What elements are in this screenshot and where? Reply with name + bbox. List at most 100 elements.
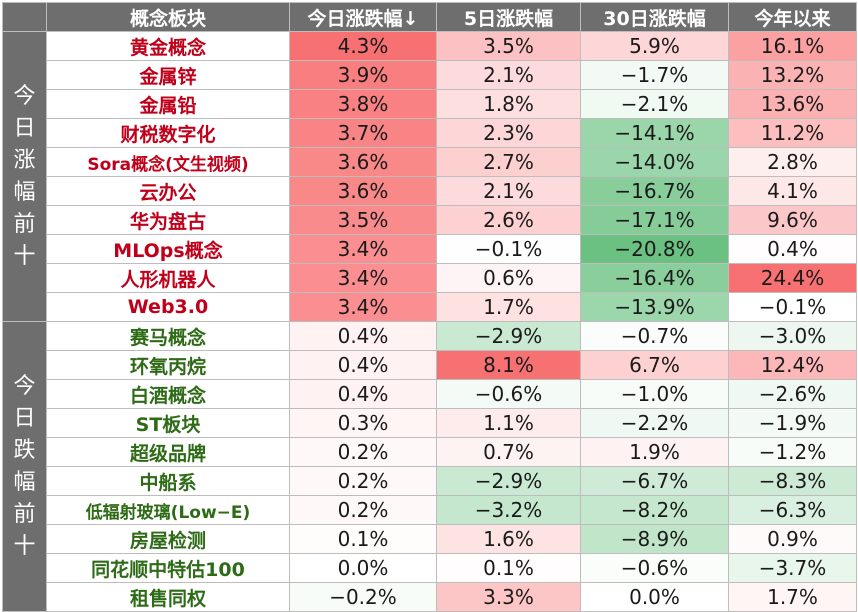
30day-change-cell: −2.1%	[580, 89, 729, 119]
group-label-char: 跌	[13, 437, 36, 463]
sector-name-cell[interactable]: 超级品牌	[46, 437, 290, 467]
sector-name-cell[interactable]: 租售同权	[46, 582, 290, 612]
ytd-change-cell: −1.9%	[728, 408, 857, 438]
ytd-change-cell: 9.6%	[728, 205, 857, 235]
30day-change-cell: −16.7%	[580, 176, 729, 206]
table-row[interactable]: 华为盘古 3.5% 2.6% −17.1% 9.6%	[3, 205, 857, 235]
ytd-change-cell: 11.2%	[728, 118, 857, 148]
ytd-change-cell: −3.7%	[728, 553, 857, 583]
sector-name-cell[interactable]: 白酒概念	[46, 379, 290, 409]
group-label-char: 十	[13, 533, 36, 559]
ytd-change-cell: 13.6%	[728, 89, 857, 119]
table-row[interactable]: 白酒概念 0.4% −0.6% −1.0% −2.6%	[3, 379, 857, 409]
sector-name-cell[interactable]: 环氧丙烷	[46, 350, 290, 380]
sector-name-cell[interactable]: 金属铅	[46, 89, 290, 119]
ytd-change-cell: −1.2%	[728, 437, 857, 467]
30day-change-cell: −20.8%	[580, 234, 729, 264]
group-label-char: 今	[13, 83, 36, 109]
table-row[interactable]: MLOps概念 3.4% −0.1% −20.8% 0.4%	[3, 234, 857, 264]
5day-change-cell: 2.7%	[436, 147, 581, 177]
30day-change-cell: −0.6%	[580, 553, 729, 583]
table-row[interactable]: 金属锌 3.9% 2.1% −1.7% 13.2%	[3, 60, 857, 90]
table-row[interactable]: 同花顺中特估100 0.0% 0.1% −0.6% −3.7%	[3, 553, 857, 583]
5day-change-cell: 0.7%	[436, 437, 581, 467]
sector-name-cell[interactable]: Sora概念(文生视频)	[46, 147, 290, 177]
table-row[interactable]: 今日涨幅前十黄金概念 4.3% 3.5% 5.9% 16.1%	[2, 31, 857, 322]
ytd-change-cell: 0.9%	[728, 524, 857, 554]
30day-change-cell: 0.0%	[580, 582, 729, 612]
ytd-change-cell: −2.6%	[728, 379, 857, 409]
sector-name-cell[interactable]: 房屋检测	[46, 524, 290, 554]
sector-name-cell[interactable]: 人形机器人	[46, 263, 290, 293]
5day-change-cell: 3.5%	[436, 31, 581, 61]
header-5day-change[interactable]: 5日涨跌幅	[436, 2, 581, 32]
today-change-cell: 0.0%	[289, 553, 437, 583]
ytd-change-cell: −8.3%	[728, 466, 857, 496]
sector-name-cell[interactable]: 黄金概念	[46, 31, 290, 61]
5day-change-cell: 0.1%	[436, 553, 581, 583]
today-change-cell: 3.8%	[289, 89, 437, 119]
sector-name-cell[interactable]: 赛马概念	[46, 321, 290, 351]
sector-name-cell[interactable]: 华为盘古	[46, 205, 290, 235]
table-row[interactable]: 今日跌幅前十赛马概念 0.4% −2.9% −0.7% −3.0%	[2, 321, 857, 612]
table-row[interactable]: 低辐射玻璃(Low−E) 0.2% −3.2% −8.2% −6.3%	[3, 495, 857, 525]
5day-change-cell: 2.1%	[436, 60, 581, 90]
table-row[interactable]: 财税数字化 3.7% 2.3% −14.1% 11.2%	[3, 118, 857, 148]
sector-name-cell[interactable]: 同花顺中特估100	[46, 553, 290, 583]
30day-change-cell: −13.9%	[580, 292, 729, 322]
5day-change-cell: 8.1%	[436, 350, 581, 380]
table-row[interactable]: 房屋检测 0.1% 1.6% −8.9% 0.9%	[3, 524, 857, 554]
table-row[interactable]: ST板块 0.3% 1.1% −2.2% −1.9%	[3, 408, 857, 438]
30day-change-cell: −2.2%	[580, 408, 729, 438]
group-label-char: 日	[13, 115, 36, 141]
header-today-change[interactable]: 今日涨跌幅↓	[289, 2, 437, 32]
group-label-top-losers: 今日跌幅前十	[2, 321, 47, 612]
5day-change-cell: −2.9%	[436, 321, 581, 351]
5day-change-cell: 1.8%	[436, 89, 581, 119]
group-label-char: 日	[13, 405, 36, 431]
sector-name-cell[interactable]: 中船系	[46, 466, 290, 496]
ytd-change-cell: 2.8%	[728, 147, 857, 177]
30day-change-cell: −1.7%	[580, 60, 729, 90]
5day-change-cell: −3.2%	[436, 495, 581, 525]
table-row[interactable]: 人形机器人 3.4% 0.6% −16.4% 24.4%	[3, 263, 857, 293]
30day-change-cell: −16.4%	[580, 263, 729, 293]
30day-change-cell: −6.7%	[580, 466, 729, 496]
30day-change-cell: −17.1%	[580, 205, 729, 235]
table-row[interactable]: 租售同权 −0.2% 3.3% 0.0% 1.7%	[3, 582, 857, 612]
5day-change-cell: 3.3%	[436, 582, 581, 612]
table-row[interactable]: 中船系 0.2% −2.9% −6.7% −8.3%	[3, 466, 857, 496]
sector-name-cell[interactable]: ST板块	[46, 408, 290, 438]
5day-change-cell: −2.9%	[436, 466, 581, 496]
table-row[interactable]: 云办公 3.6% 2.1% −16.7% 4.1%	[3, 176, 857, 206]
sector-name-cell[interactable]: 金属锌	[46, 60, 290, 90]
header-row: 概念板块 今日涨跌幅↓ 5日涨跌幅 30日涨跌幅 今年以来	[2, 2, 857, 32]
30day-change-cell: −1.0%	[580, 379, 729, 409]
table-row[interactable]: Web3.0 3.4% 1.7% −13.9% −0.1%	[3, 292, 857, 322]
5day-change-cell: 1.6%	[436, 524, 581, 554]
header-sector-name[interactable]: 概念板块	[46, 2, 290, 32]
table-row[interactable]: 金属铅 3.8% 1.8% −2.1% 13.6%	[3, 89, 857, 119]
today-change-cell: 3.4%	[289, 292, 437, 322]
today-change-cell: 0.4%	[289, 321, 437, 351]
sector-name-cell[interactable]: 云办公	[46, 176, 290, 206]
sector-name-cell[interactable]: MLOps概念	[46, 234, 290, 264]
table-row[interactable]: Sora概念(文生视频) 3.6% 2.7% −14.0% 2.8%	[3, 147, 857, 177]
sector-name-cell[interactable]: 财税数字化	[46, 118, 290, 148]
header-ytd-change[interactable]: 今年以来	[728, 2, 857, 32]
today-change-cell: 0.2%	[289, 495, 437, 525]
ytd-change-cell: −3.0%	[728, 321, 857, 351]
table-row[interactable]: 环氧丙烷 0.4% 8.1% 6.7% 12.4%	[3, 350, 857, 380]
today-change-cell: 4.3%	[289, 31, 437, 61]
ytd-change-cell: 0.4%	[728, 234, 857, 264]
sector-name-cell[interactable]: 低辐射玻璃(Low−E)	[46, 495, 290, 525]
ytd-change-cell: 24.4%	[728, 263, 857, 293]
today-change-cell: −0.2%	[289, 582, 437, 612]
5day-change-cell: 1.7%	[436, 292, 581, 322]
table-row[interactable]: 超级品牌 0.2% 0.7% 1.9% −1.2%	[3, 437, 857, 467]
sector-name-cell[interactable]: Web3.0	[46, 292, 290, 322]
header-30day-change[interactable]: 30日涨跌幅	[580, 2, 729, 32]
today-change-cell: 3.4%	[289, 263, 437, 293]
